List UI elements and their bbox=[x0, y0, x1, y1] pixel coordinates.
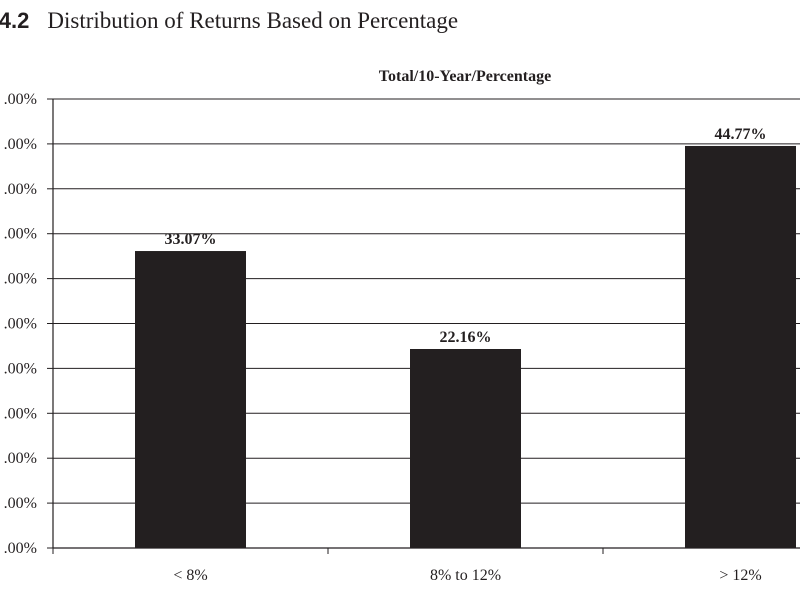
figure-caption: Distribution of Returns Based on Percent… bbox=[47, 8, 459, 33]
y-tick-label: .00% bbox=[4, 360, 37, 377]
y-tick-label: .00% bbox=[4, 181, 37, 198]
bar bbox=[135, 251, 246, 548]
x-category-label: 8% to 12% bbox=[430, 567, 501, 584]
y-tick-label: .00% bbox=[4, 271, 37, 288]
y-tick-label: .00% bbox=[4, 495, 37, 512]
y-tick-label: .00% bbox=[4, 450, 37, 467]
y-tick-label: .00% bbox=[4, 405, 37, 422]
bar bbox=[685, 145, 796, 548]
bar-value-label: 44.77% bbox=[715, 126, 767, 143]
figure-heading: E 4.2 Distribution of Returns Based on Pe… bbox=[0, 8, 458, 34]
y-tick-label: .00% bbox=[4, 91, 37, 108]
bar-value-label: 22.16% bbox=[440, 329, 492, 346]
figure-label: E 4.2 bbox=[0, 8, 30, 33]
y-tick-label: .00% bbox=[4, 136, 37, 153]
y-tick-label: .00% bbox=[4, 226, 37, 243]
bar bbox=[410, 349, 521, 548]
x-category-label: > 12% bbox=[719, 567, 761, 584]
bar-value-label: 33.07% bbox=[165, 231, 217, 248]
y-tick-label: .00% bbox=[4, 540, 37, 557]
x-category-label: < 8% bbox=[173, 567, 207, 584]
y-tick-label: .00% bbox=[4, 316, 37, 333]
chart-title: Total/10-Year/Percentage bbox=[378, 68, 552, 85]
